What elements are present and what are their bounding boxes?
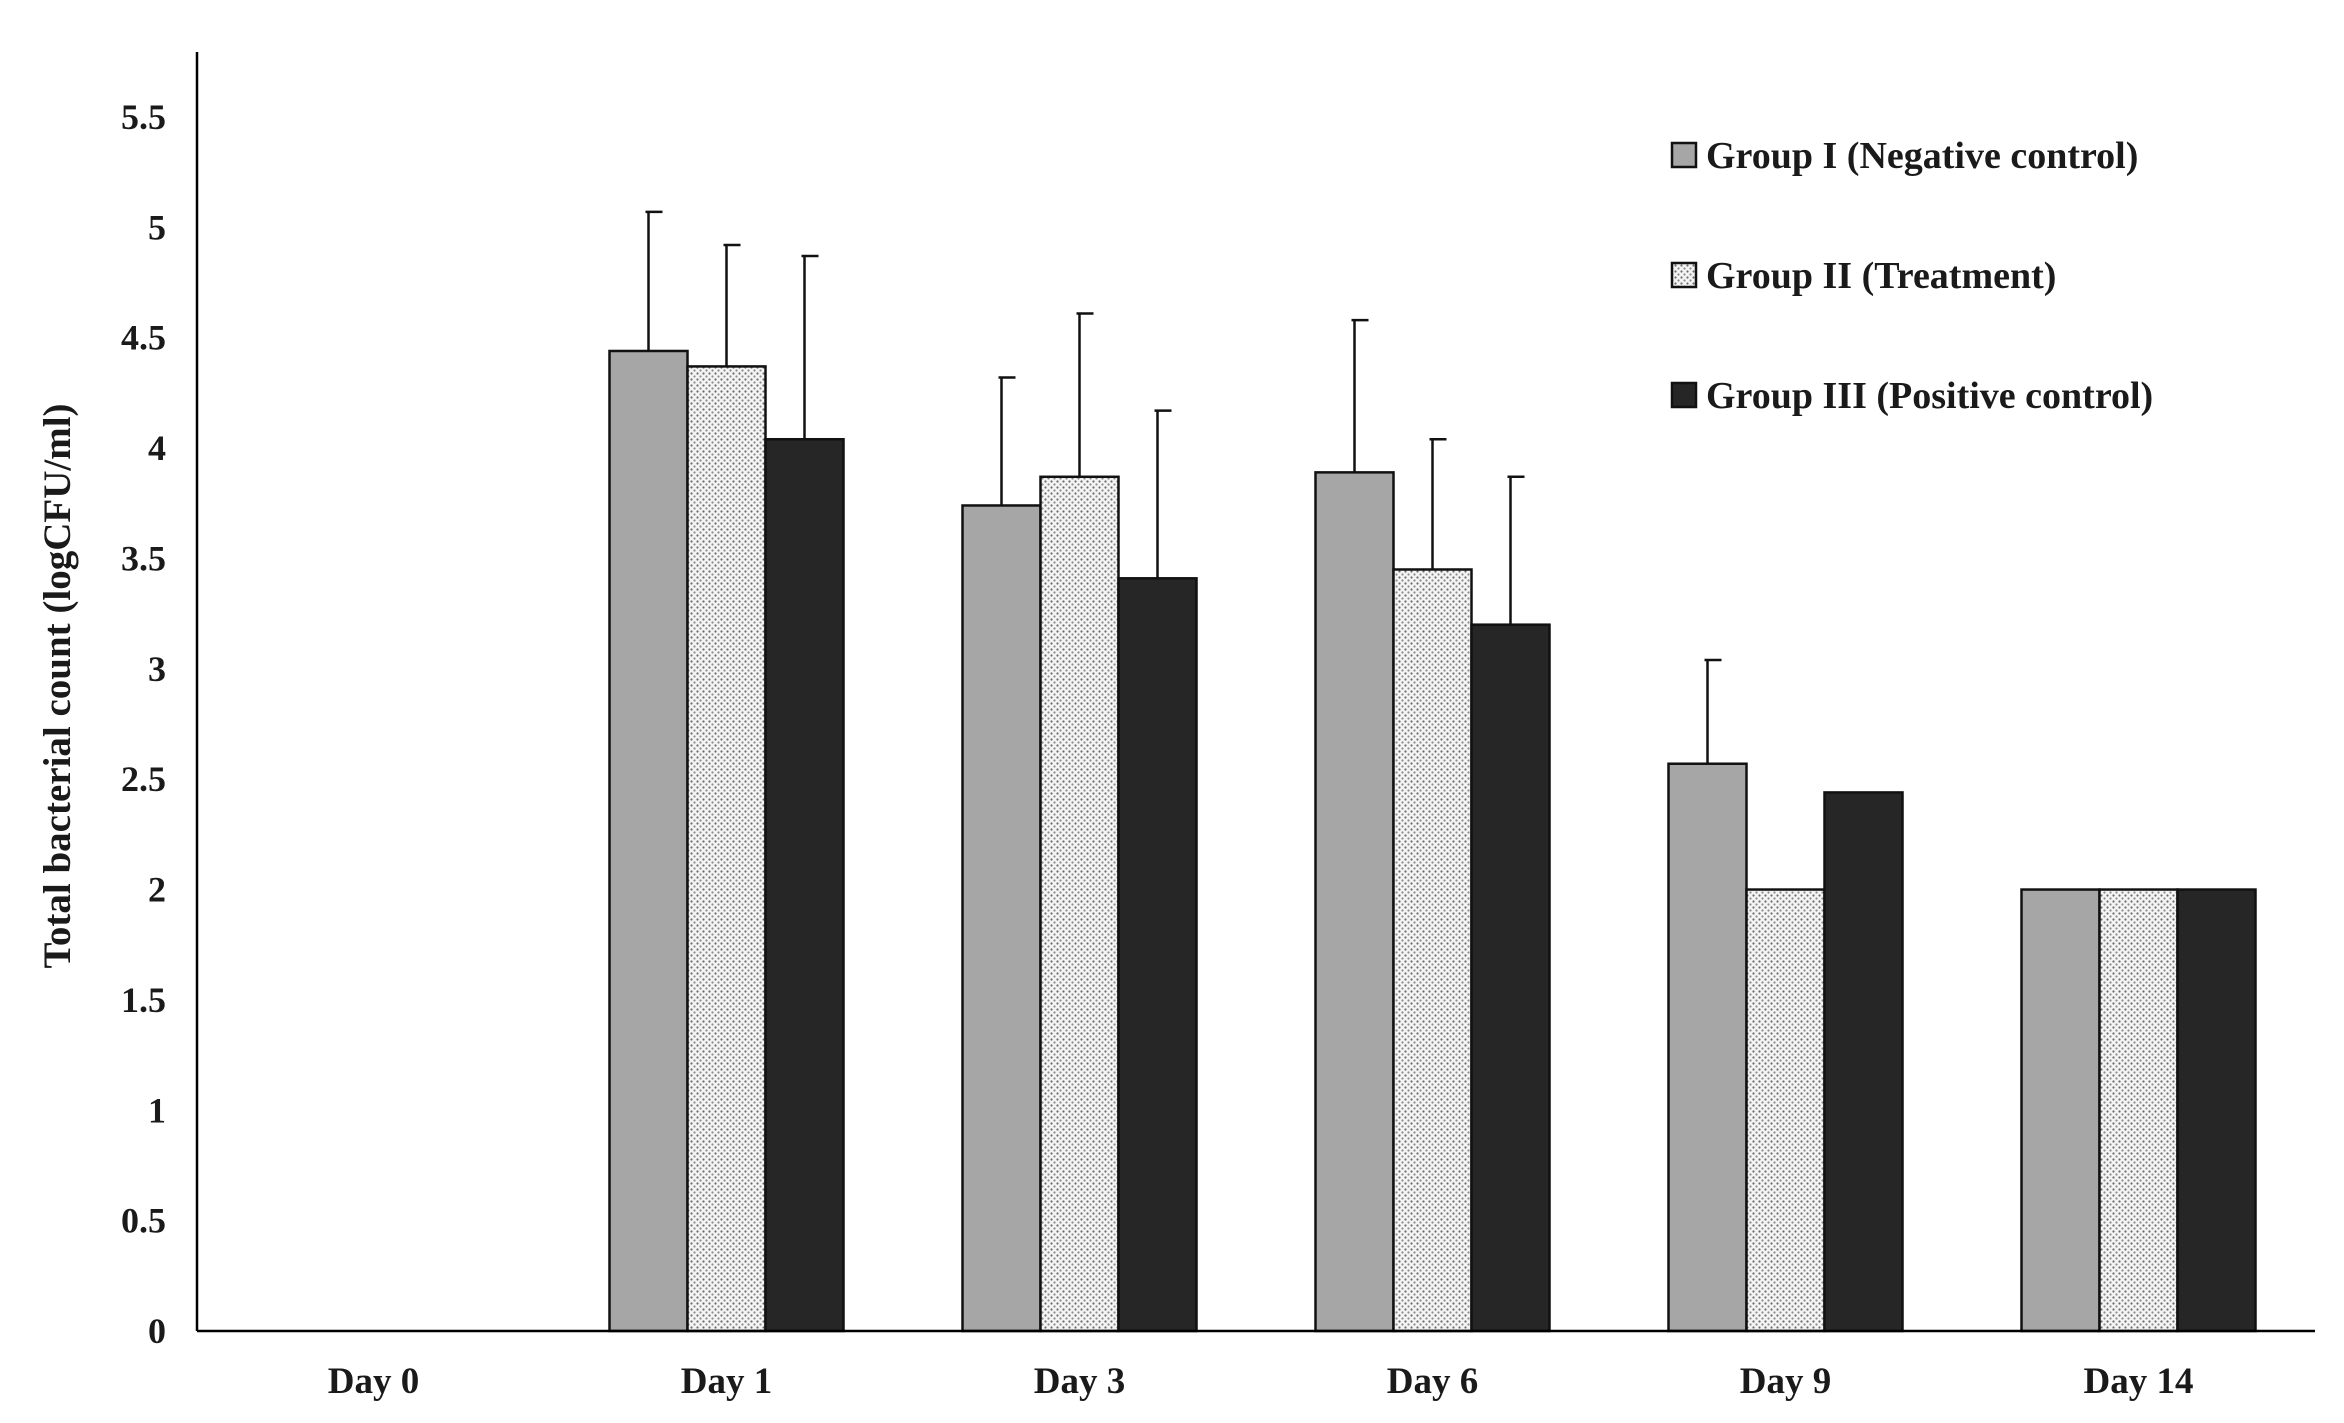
bar-2-day-1 xyxy=(686,365,767,1333)
x-category-label: Day 14 xyxy=(2084,1361,2194,1402)
y-tick-label: 3 xyxy=(148,649,166,689)
bar-1-day-14 xyxy=(2020,888,2101,1333)
bar-3-day-1 xyxy=(764,438,845,1333)
y-tick-label: 4.5 xyxy=(121,318,166,358)
y-tick-label: 1 xyxy=(148,1090,166,1130)
legend-swatch xyxy=(1670,381,1698,409)
y-tick-label: 5.5 xyxy=(121,97,166,137)
error-bar xyxy=(998,376,1016,506)
y-tick-label: 1.5 xyxy=(121,980,166,1020)
error-bar xyxy=(1351,318,1369,473)
bar-2-day-9 xyxy=(1745,888,1826,1333)
bar-1-day-9 xyxy=(1667,762,1748,1333)
error-bar xyxy=(1507,475,1525,625)
bar-1-day-1 xyxy=(608,349,689,1333)
legend-swatch xyxy=(1670,141,1698,169)
bar-3-day-9 xyxy=(1823,791,1904,1333)
y-tick-label: 3.5 xyxy=(121,538,166,578)
error-bar xyxy=(1429,438,1447,570)
y-tick-label: 0 xyxy=(148,1311,166,1351)
error-bar xyxy=(1704,658,1722,764)
x-category-label: Day 1 xyxy=(681,1361,772,1402)
bar-1-day-6 xyxy=(1314,471,1395,1333)
y-tick-label: 5 xyxy=(148,207,166,247)
legend-label: Group I (Negative control) xyxy=(1706,135,2138,177)
legend-label: Group III (Positive control) xyxy=(1706,375,2153,417)
bar-3-day-6 xyxy=(1470,623,1551,1333)
x-category-label: Day 6 xyxy=(1387,1361,1478,1402)
x-category-label: Day 0 xyxy=(328,1361,419,1402)
bar-1-day-3 xyxy=(961,504,1042,1333)
y-tick-label: 4 xyxy=(148,428,166,468)
bar-2-day-6 xyxy=(1392,568,1473,1333)
error-bar xyxy=(723,243,741,367)
bar-2-day-3 xyxy=(1039,475,1120,1333)
y-axis-title: Total bacterial count (logCFU/ml) xyxy=(36,403,79,968)
y-tick-label: 2 xyxy=(148,870,166,910)
y-tick-label: 2.5 xyxy=(121,759,166,799)
error-bar xyxy=(1154,409,1172,579)
legend-label: Group II (Treatment) xyxy=(1706,255,2056,297)
x-category-label: Day 3 xyxy=(1034,1361,1125,1402)
error-bar xyxy=(1076,312,1094,477)
error-bar xyxy=(801,254,819,440)
bar-3-day-14 xyxy=(2176,888,2257,1333)
y-tick-label: 0.5 xyxy=(121,1201,166,1241)
bar-2-day-14 xyxy=(2098,888,2179,1333)
error-bar xyxy=(645,210,663,351)
bar-3-day-3 xyxy=(1117,577,1198,1333)
x-category-label: Day 9 xyxy=(1740,1361,1831,1402)
legend-swatch xyxy=(1670,261,1698,289)
